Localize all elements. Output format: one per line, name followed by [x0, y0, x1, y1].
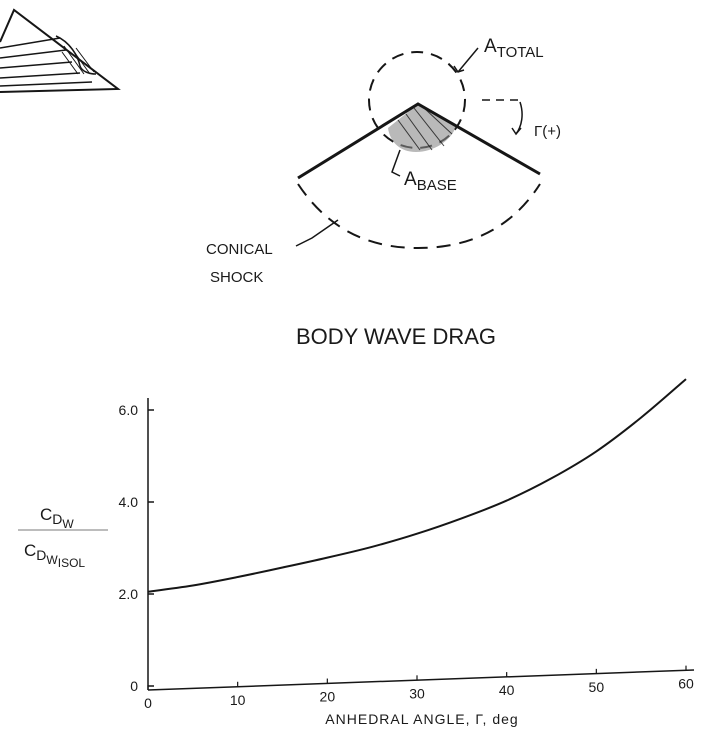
conical-shock-label-line1: CONICAL	[206, 241, 273, 258]
chart: 0 2.0 4.0 6.0 0 10 20 30 40 50 60 CDW CDWISOL ANH…	[18, 378, 695, 727]
x-axis-label: ANHEDRAL ANGLE, Γ, deg	[325, 711, 518, 727]
total-area-circle	[368, 51, 466, 149]
x-tick-label: 0	[144, 695, 152, 711]
x-tick-label: 30	[409, 685, 425, 701]
x-tick-label: 60	[678, 676, 694, 692]
chart-title: BODY WAVE DRAG	[296, 324, 496, 349]
y-tick-label: 0	[130, 678, 138, 694]
wing-planform-sketch	[0, 8, 121, 93]
y-tick-label: 4.0	[119, 494, 139, 510]
y-label-denominator: CDWISOL	[24, 541, 85, 570]
y-label-numerator: CDW	[40, 505, 74, 531]
x-tick-label: 40	[499, 682, 515, 698]
conical-shock-label-line2: SHOCK	[210, 269, 263, 286]
total-area-label: ATOTAL	[484, 36, 544, 61]
x-ticks: 0 10 20 30 40 50 60	[144, 665, 694, 711]
anhedral-angle-label: Γ(+)	[534, 123, 561, 140]
x-tick-label: 50	[589, 679, 605, 695]
cross-section-diagram: ATOTAL ABASE Γ(+) CONICAL SHOCK	[206, 36, 561, 286]
y-axis-label: CDW CDWISOL	[18, 505, 108, 570]
y-tick-label: 2.0	[119, 586, 139, 602]
x-tick-label: 20	[320, 689, 336, 705]
conical-shock-arc	[297, 183, 541, 250]
anhedral-wing-lines	[297, 102, 541, 180]
y-tick-label: 6.0	[119, 402, 139, 418]
base-area-label: ABASE	[404, 169, 457, 194]
x-axis	[147, 669, 695, 691]
data-series-line	[147, 378, 687, 593]
x-tick-label: 10	[230, 692, 246, 708]
y-ticks: 0 2.0 4.0 6.0	[119, 402, 154, 694]
wing-hatch	[61, 45, 95, 75]
